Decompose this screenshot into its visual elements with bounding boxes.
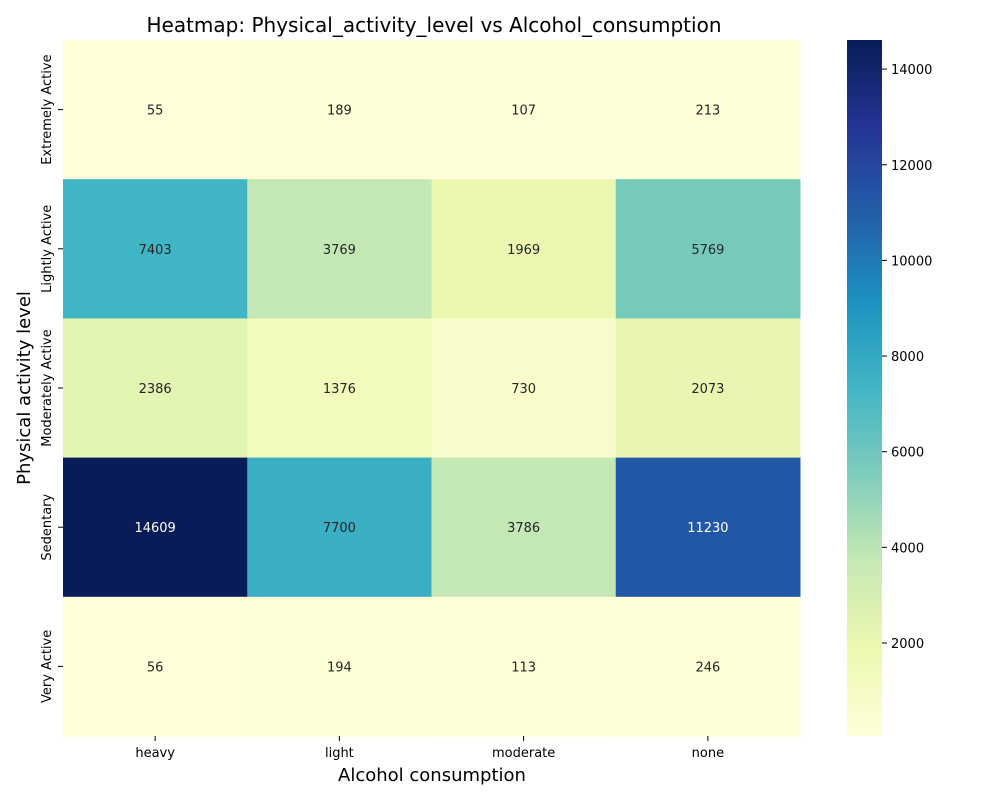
heatmap-cells	[63, 40, 801, 737]
heatmap-cell	[63, 318, 248, 459]
x-tick-label: moderate	[492, 746, 555, 761]
heatmap-cell	[63, 179, 248, 319]
colorbar-tick-label: 2000	[891, 637, 924, 652]
y-tick-label: Sedentary	[40, 493, 55, 560]
x-tick-label: heavy	[135, 746, 175, 761]
y-tick-label: Extremely Active	[40, 54, 55, 164]
colorbar-tick-label: 10000	[891, 254, 932, 269]
heatmap-cell	[247, 179, 432, 319]
cell-value-label: 1969	[507, 243, 540, 258]
heatmap-cell	[431, 40, 617, 180]
heatmap-cell	[247, 318, 432, 459]
heatmap-cell	[63, 457, 248, 598]
heatmap-cell-labels: 55 189 107 213 7403 3769 1969 5769 2386 1376 730 20…	[134, 104, 728, 676]
colorbar-tick-label: 6000	[891, 446, 924, 461]
colorbar-ticks: 2000 4000 6000 8000 10000 12000 14000	[882, 63, 932, 652]
heatmap-cell	[63, 40, 248, 180]
cell-value-label: 55	[147, 104, 164, 119]
chart-title: Heatmap: Physical_activity_level vs Alco…	[146, 13, 721, 37]
heatmap-cell	[615, 457, 801, 598]
heatmap-cell	[431, 179, 617, 319]
x-axis: heavy light moderate none	[135, 736, 724, 761]
colorbar	[847, 40, 882, 736]
cell-value-label: 194	[327, 660, 352, 675]
x-axis-label: Alcohol consumption	[338, 765, 526, 786]
heatmap-cell	[615, 40, 801, 180]
colorbar-tick-label: 8000	[891, 350, 924, 365]
cell-value-label: 5769	[691, 243, 724, 258]
heatmap-cell	[431, 318, 617, 459]
cell-value-label: 3769	[323, 243, 356, 258]
cell-value-label: 2386	[139, 382, 172, 397]
cell-value-label: 14609	[134, 521, 175, 536]
cell-value-label: 56	[147, 660, 164, 675]
y-axis: Extremely Active Lightly Active Moderately…	[40, 54, 63, 703]
cell-value-label: 107	[511, 104, 536, 119]
y-tick-label: Very Active	[40, 630, 55, 703]
cell-value-label: 1376	[323, 382, 356, 397]
cell-value-label: 113	[511, 660, 536, 675]
cell-value-label: 730	[511, 382, 536, 397]
y-tick-label: Moderately Active	[40, 329, 55, 446]
colorbar-tick-label: 12000	[891, 159, 932, 174]
cell-value-label: 2073	[691, 382, 724, 397]
heatmap-cell	[615, 179, 801, 319]
heatmap-cell	[247, 457, 432, 598]
x-tick-label: light	[325, 746, 354, 761]
cell-value-label: 3786	[507, 521, 540, 536]
heatmap-cell	[247, 40, 432, 180]
cell-value-label: 246	[695, 660, 720, 675]
y-tick-label: Lightly Active	[40, 205, 55, 293]
heatmap-cell	[615, 318, 801, 459]
heatmap-cell	[63, 596, 248, 737]
cell-value-label: 213	[695, 104, 720, 119]
heatmap-cell	[431, 596, 617, 737]
colorbar-tick-label: 14000	[891, 63, 932, 78]
heatmap-cell	[431, 457, 617, 598]
cell-value-label: 11230	[687, 521, 728, 536]
heatmap-cell	[247, 596, 432, 737]
x-tick-label: none	[692, 746, 724, 761]
colorbar-tick-label: 4000	[891, 541, 924, 556]
heatmap-cell	[615, 596, 801, 737]
cell-value-label: 7700	[323, 521, 356, 536]
cell-value-label: 7403	[139, 243, 172, 258]
y-axis-label: Physical activity level	[14, 291, 35, 485]
cell-value-label: 189	[327, 104, 352, 119]
